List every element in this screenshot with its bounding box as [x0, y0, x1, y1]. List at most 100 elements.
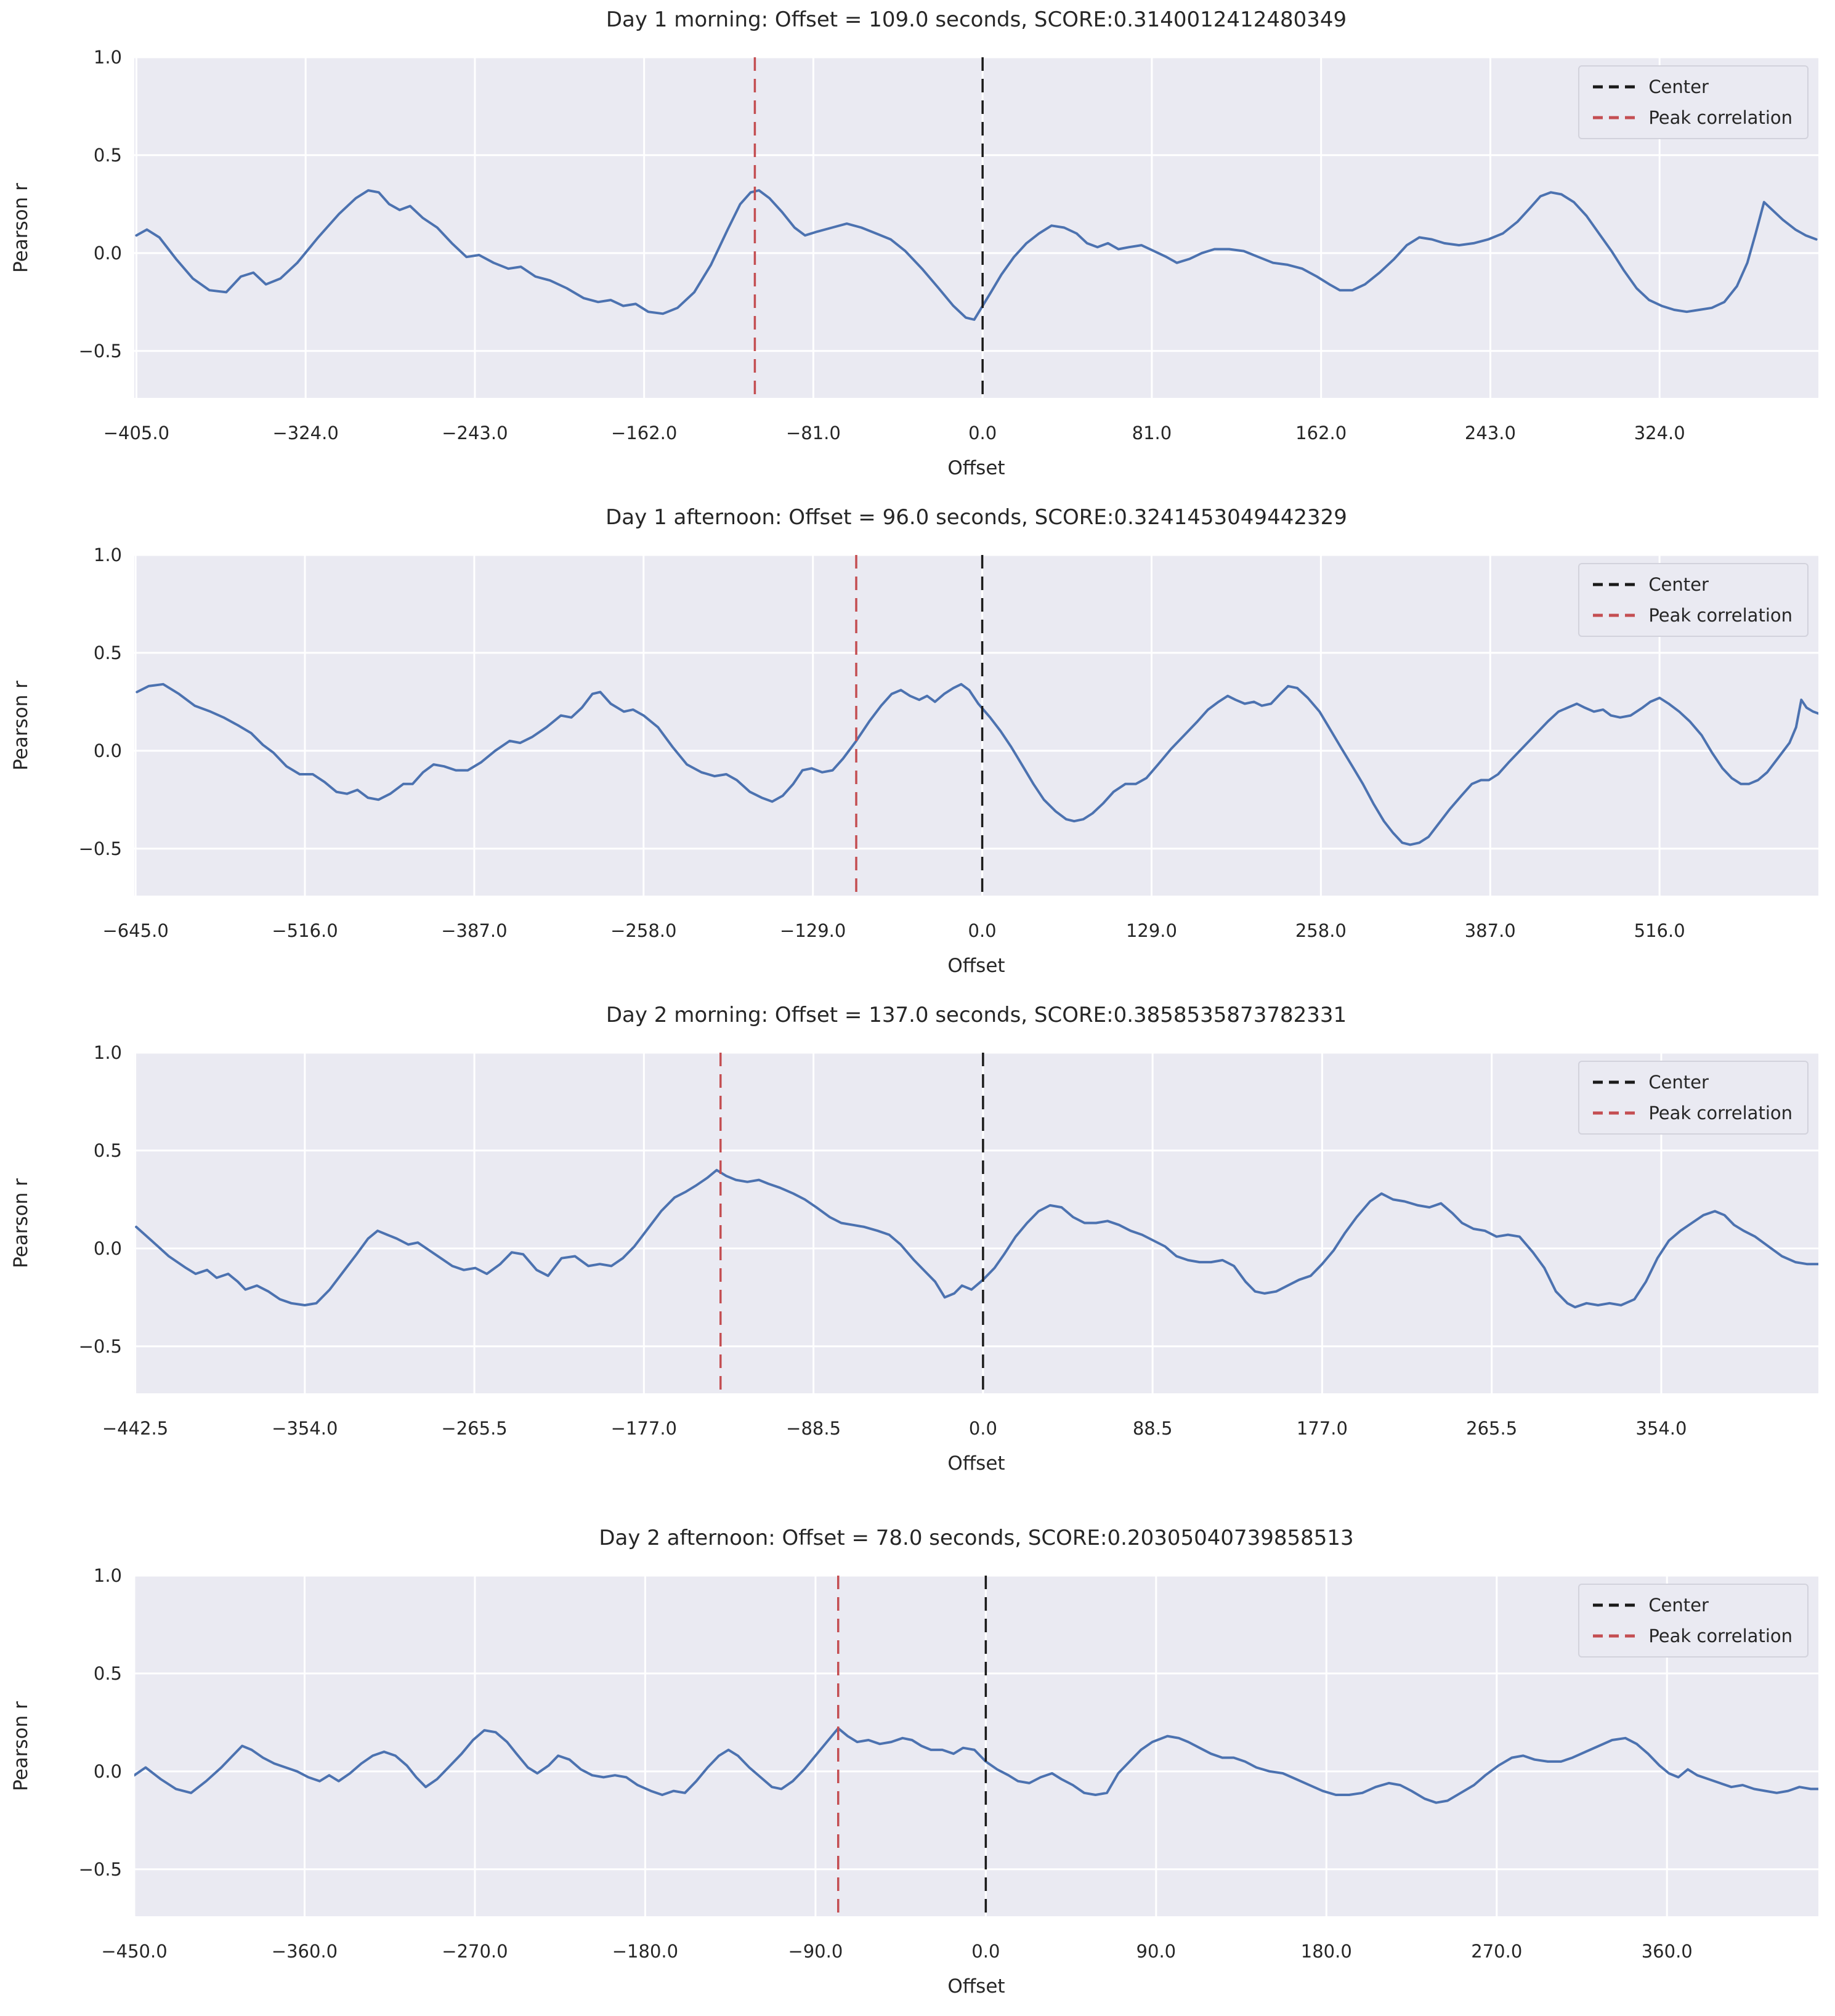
y-tick-label: 0.0 [93, 1237, 122, 1259]
legend: Center Peak correlation [1578, 1061, 1809, 1135]
x-tick-label: 177.0 [1296, 1418, 1348, 1439]
legend-peak-label: Peak correlation [1648, 1103, 1792, 1123]
legend-peak-label: Peak correlation [1648, 1625, 1792, 1646]
legend-entry-peak: Peak correlation [1592, 1103, 1792, 1123]
x-tick-label: −405.0 [103, 423, 170, 443]
x-axis-label: Offset [947, 1452, 1005, 1475]
x-tick-label: −270.0 [442, 1941, 508, 1962]
chart-title: Day 2 morning: Offset = 137.0 seconds, S… [606, 1003, 1347, 1027]
y-tick-label: 0.0 [93, 242, 122, 264]
x-tick-label: −177.0 [610, 1418, 678, 1439]
correlation-chart: Day 1 afternoon: Offset = 96.0 seconds, … [0, 498, 1835, 995]
y-tick-label: −0.5 [78, 838, 122, 859]
x-tick-label: −81.0 [785, 423, 841, 443]
y-axis-ticks: 1.0 0.5 0.0 −0.5 [0, 1565, 122, 1916]
legend-center-label: Center [1648, 574, 1709, 595]
x-tick-label: 88.5 [1132, 1418, 1173, 1439]
plot-canvas [134, 1576, 1818, 1916]
x-tick-label: 180.0 [1300, 1941, 1352, 1962]
legend: Center Peak correlation [1578, 65, 1809, 139]
correlation-curve [135, 1168, 1818, 1309]
chart-title: Day 1 morning: Offset = 109.0 seconds, S… [606, 7, 1347, 32]
x-tick-label: 354.0 [1635, 1418, 1687, 1439]
y-axis-ticks: 1.0 0.5 0.0 −0.5 [0, 47, 122, 398]
x-tick-label: −360.0 [271, 1941, 338, 1962]
legend-entry-center: Center [1592, 1072, 1792, 1093]
y-tick-label: 1.0 [93, 47, 122, 68]
center-dash-icon [1593, 583, 1635, 586]
x-tick-label: −442.5 [102, 1418, 169, 1439]
x-tick-label: −354.0 [272, 1418, 338, 1439]
x-tick-label: 0.0 [968, 423, 997, 443]
x-axis-ticks: −442.5 −354.0 −265.5 −177.0 −88.5 0.0 88.5 177.… [102, 1418, 1818, 1440]
y-tick-label: 1.0 [93, 1565, 122, 1586]
x-axis-label: Offset [947, 955, 1005, 977]
peak-dash-icon [1593, 613, 1635, 617]
y-tick-label: −0.5 [78, 340, 122, 362]
x-tick-label: −516.0 [272, 920, 338, 941]
x-tick-label: 265.5 [1466, 1418, 1518, 1439]
center-dash-icon [1593, 1603, 1635, 1607]
plot-canvas [134, 1053, 1818, 1393]
legend-entry-peak: Peak correlation [1592, 1625, 1792, 1646]
x-tick-label: 129.0 [1125, 920, 1177, 941]
x-tick-label: −450.0 [101, 1941, 168, 1962]
plot-area: Center Peak correlation [134, 1053, 1818, 1393]
legend-center-label: Center [1648, 1072, 1709, 1093]
y-axis-ticks: 1.0 0.5 0.0 −0.5 [0, 1042, 122, 1393]
correlation-curve [136, 682, 1818, 846]
x-tick-label: −180.0 [612, 1941, 679, 1962]
legend-center-label: Center [1648, 76, 1709, 97]
x-tick-label: −258.0 [610, 920, 677, 941]
x-tick-label: −645.0 [102, 920, 169, 941]
x-axis-ticks: −450.0 −360.0 −270.0 −180.0 −90.0 0.0 90.0 180.… [101, 1941, 1818, 1963]
x-tick-label: 243.0 [1464, 423, 1516, 443]
x-axis-label: Offset [947, 1975, 1005, 1998]
y-tick-label: −0.5 [78, 1858, 122, 1880]
x-tick-label: 387.0 [1464, 920, 1516, 941]
legend-entry-peak: Peak correlation [1592, 605, 1792, 626]
center-dash-icon [1593, 85, 1635, 89]
correlation-chart: Day 1 morning: Offset = 109.0 seconds, S… [0, 0, 1835, 498]
x-tick-label: 270.0 [1471, 1941, 1523, 1962]
legend-peak-label: Peak correlation [1648, 605, 1792, 626]
y-tick-label: 0.5 [93, 1662, 122, 1684]
correlation-curve [134, 1727, 1818, 1804]
x-tick-label: −90.0 [788, 1941, 843, 1962]
x-tick-label: −88.5 [786, 1418, 841, 1439]
plot-area: Center Peak correlation [134, 1576, 1818, 1916]
chart-title: Day 1 afternoon: Offset = 96.0 seconds, … [606, 505, 1347, 530]
y-tick-label: 0.0 [93, 740, 122, 761]
x-tick-label: 81.0 [1132, 423, 1172, 443]
y-tick-label: 0.5 [93, 144, 122, 166]
y-tick-label: 0.5 [93, 642, 122, 663]
legend-peak-label: Peak correlation [1648, 107, 1792, 128]
x-tick-label: 360.0 [1641, 1941, 1693, 1962]
legend-entry-center: Center [1592, 76, 1792, 97]
x-tick-label: −387.0 [441, 920, 508, 941]
x-tick-label: 324.0 [1634, 423, 1685, 443]
legend-entry-center: Center [1592, 574, 1792, 595]
legend-entry-peak: Peak correlation [1592, 107, 1792, 128]
chart-title: Day 2 afternoon: Offset = 78.0 seconds, … [599, 1526, 1354, 1550]
x-tick-label: 90.0 [1136, 1941, 1177, 1962]
plot-canvas [134, 555, 1818, 896]
correlation-chart: Day 2 afternoon: Offset = 78.0 seconds, … [0, 1518, 1835, 2016]
x-tick-label: 0.0 [968, 1418, 997, 1439]
correlation-curve [135, 189, 1818, 321]
x-tick-label: 258.0 [1295, 920, 1347, 941]
peak-dash-icon [1593, 1634, 1635, 1638]
y-axis-ticks: 1.0 0.5 0.0 −0.5 [0, 544, 122, 896]
x-tick-label: −129.0 [780, 920, 846, 941]
legend: Center Peak correlation [1578, 1584, 1809, 1658]
y-tick-label: 1.0 [93, 544, 122, 565]
center-dash-icon [1593, 1080, 1635, 1084]
x-tick-label: 516.0 [1634, 920, 1685, 941]
legend: Center Peak correlation [1578, 563, 1809, 637]
legend-center-label: Center [1648, 1595, 1709, 1616]
peak-dash-icon [1593, 1111, 1635, 1115]
x-axis-ticks: −645.0 −516.0 −387.0 −258.0 −129.0 0.0 129.0 25… [102, 920, 1818, 942]
x-tick-label: −243.0 [442, 423, 508, 443]
y-tick-label: 0.0 [93, 1760, 122, 1782]
x-tick-label: −265.5 [441, 1418, 508, 1439]
